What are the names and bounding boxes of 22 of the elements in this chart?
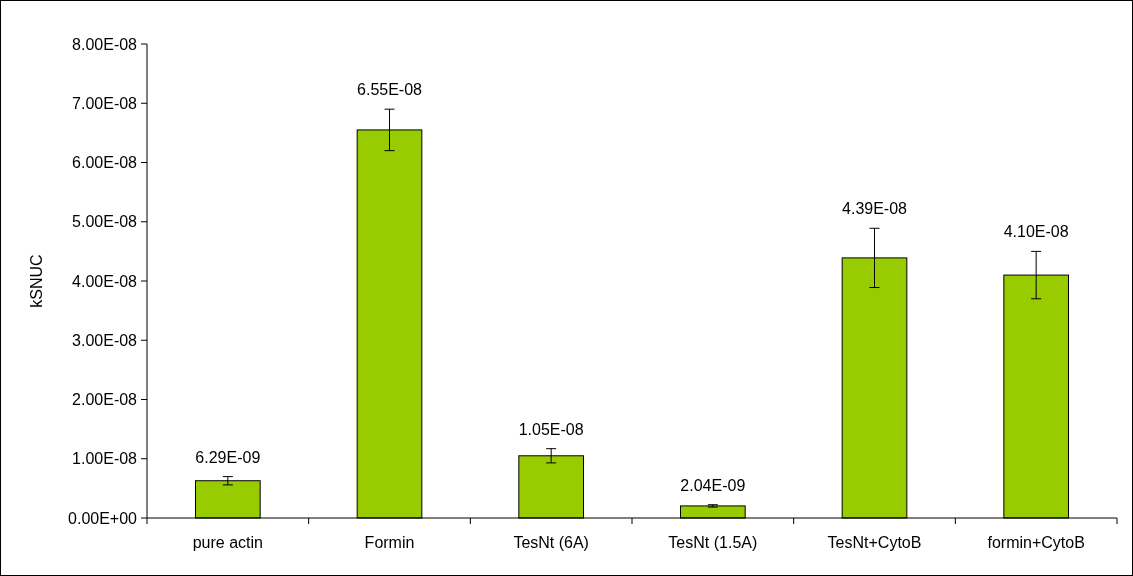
y-tick-label: 2.00E-08 (72, 391, 138, 409)
y-tick-label: 0.00E+00 (68, 509, 138, 527)
data-label: 6.29E-09 (195, 448, 261, 466)
y-tick-label: 4.00E-08 (72, 272, 138, 290)
y-tick-label: 1.00E-08 (72, 450, 138, 468)
x-tick-label: TesNt+CytoB (827, 534, 922, 551)
x-tick-label: formin+CytoB (987, 534, 1085, 551)
data-label: 4.10E-08 (1003, 223, 1069, 241)
y-tick-label: 3.00E-08 (72, 331, 138, 349)
x-tick-label: TesNt (6A) (513, 534, 589, 551)
data-label: 1.05E-08 (518, 420, 584, 438)
data-label: 6.55E-08 (357, 81, 423, 99)
y-tick-label: 6.00E-08 (72, 154, 138, 172)
y-tick-label: 7.00E-08 (72, 94, 138, 112)
data-label: 2.04E-09 (680, 476, 746, 494)
y-tick-label: 8.00E-08 (72, 35, 138, 53)
x-tick-label: TesNt (1.5A) (668, 534, 758, 551)
x-tick-label: Formin (364, 534, 415, 551)
y-tick-label: 5.00E-08 (72, 213, 138, 231)
y-axis-title: kSNUC (28, 254, 45, 308)
data-label: 4.39E-08 (842, 200, 908, 218)
x-tick-label: pure actin (192, 534, 263, 551)
